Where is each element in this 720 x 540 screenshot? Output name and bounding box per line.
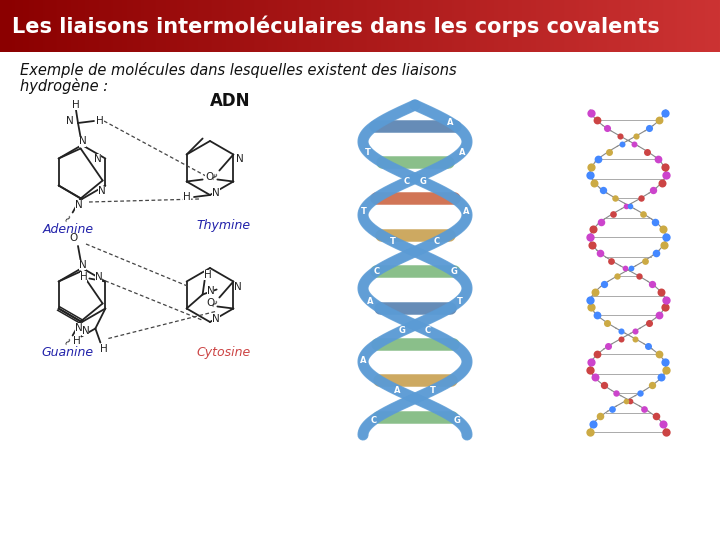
Text: N: N — [97, 186, 105, 195]
Text: N: N — [212, 188, 220, 198]
Text: C: C — [425, 326, 431, 335]
Text: H: H — [96, 116, 104, 126]
Text: G: G — [399, 326, 405, 335]
Text: O: O — [70, 233, 78, 243]
Text: H: H — [73, 335, 80, 346]
Text: C: C — [370, 416, 377, 424]
Text: H: H — [72, 100, 80, 110]
Text: N: N — [78, 260, 86, 269]
Text: N: N — [94, 153, 102, 164]
Text: C: C — [373, 267, 379, 276]
Text: T: T — [361, 207, 366, 216]
Text: hydrogène :: hydrogène : — [20, 78, 108, 94]
Text: H: H — [79, 272, 87, 281]
Text: T: T — [456, 296, 462, 306]
Text: G: G — [454, 416, 460, 424]
Text: O: O — [206, 299, 215, 308]
Text: ADN: ADN — [210, 92, 251, 110]
Text: G: G — [420, 178, 426, 186]
Text: H: H — [204, 269, 212, 280]
Text: ~: ~ — [209, 170, 222, 183]
Text: N: N — [81, 326, 89, 335]
Text: A: A — [360, 356, 366, 365]
Text: O: O — [205, 172, 214, 181]
Text: N: N — [212, 314, 220, 324]
Text: N: N — [78, 137, 86, 146]
Text: T: T — [390, 237, 396, 246]
Text: Thymine: Thymine — [197, 219, 251, 232]
Text: Exemple de molécules dans lesquelles existent des liaisons: Exemple de molécules dans lesquelles exi… — [20, 62, 456, 78]
Text: N: N — [75, 200, 83, 210]
Text: Cytosine: Cytosine — [197, 346, 251, 359]
Text: Guanine: Guanine — [42, 346, 94, 359]
Text: T: T — [430, 386, 436, 395]
Text: A: A — [367, 296, 374, 306]
Text: C: C — [404, 178, 410, 186]
Text: A: A — [447, 118, 454, 127]
Text: Les liaisons intermoléculaires dans les corps covalents: Les liaisons intermoléculaires dans les … — [12, 15, 660, 37]
Text: A: A — [459, 147, 465, 157]
Text: C: C — [434, 237, 440, 246]
Text: N: N — [207, 286, 215, 295]
Text: N: N — [235, 153, 243, 164]
Text: ~: ~ — [62, 212, 76, 225]
Text: O: O — [206, 172, 215, 181]
Text: N: N — [75, 323, 83, 333]
Text: T: T — [365, 147, 371, 157]
Text: ~: ~ — [62, 335, 76, 348]
Text: ~: ~ — [209, 297, 222, 310]
Text: H: H — [183, 192, 191, 202]
Text: A: A — [395, 386, 401, 395]
Text: A: A — [463, 207, 469, 216]
Text: H: H — [99, 345, 107, 354]
Text: N: N — [66, 116, 74, 126]
Text: N: N — [233, 282, 241, 293]
Text: Adenine: Adenine — [42, 223, 94, 236]
Text: G: G — [450, 267, 457, 276]
Text: N: N — [94, 272, 102, 281]
